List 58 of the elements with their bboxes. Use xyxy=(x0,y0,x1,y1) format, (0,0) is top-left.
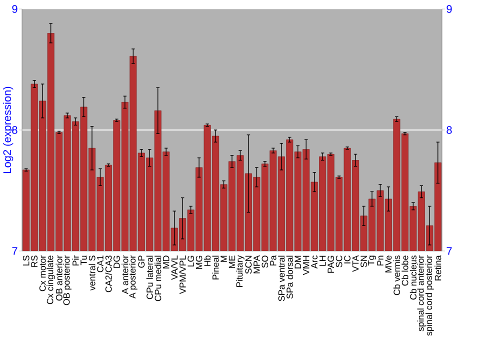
x-tick-label: Pir xyxy=(72,255,79,266)
y-tick-label: 7 xyxy=(12,247,18,255)
x-tick-label: Cb vermis xyxy=(393,256,400,296)
x-tick-label: Cb nucleus xyxy=(410,256,416,300)
x-tick-label: spinal cord posterior xyxy=(425,255,434,336)
x-tick-label: Pineal xyxy=(212,256,219,280)
x-tick-label: SPa ventral xyxy=(278,256,285,302)
x-tick-label: LG xyxy=(188,256,194,266)
x-tick-label: A anterior xyxy=(122,255,128,294)
x-tick-label: Tu xyxy=(80,256,87,266)
x-tick-label: Cx cingulate xyxy=(46,256,55,304)
x-tick-label: LS xyxy=(22,256,30,266)
x-tick-label: DM xyxy=(294,256,301,268)
y-tick-label: 8 xyxy=(12,126,18,134)
x-tick-label: OB anterior xyxy=(56,255,62,301)
x-tick-label: CPu lateral xyxy=(146,256,153,300)
x-tick-label: CA1 xyxy=(97,256,104,272)
x-tick-label: SCN xyxy=(245,256,252,274)
x-tick-label: Tg xyxy=(368,256,376,266)
x-tick-label: PAG xyxy=(328,256,334,273)
x-tick-label: GP xyxy=(138,256,145,268)
y2-tick-label: 8 xyxy=(446,126,452,134)
x-tick-label: MD xyxy=(163,256,170,268)
y-axis-title: Log2 (expression) xyxy=(2,86,14,173)
x-tick-label: Cb lobe xyxy=(402,256,408,286)
x-tick-label: OB posterior xyxy=(63,255,72,306)
x-tick-label: VMH xyxy=(303,256,310,276)
y2-tick-label: 7 xyxy=(446,247,452,255)
x-tick-label: ventral S xyxy=(88,256,96,291)
x-tick-label: SO xyxy=(262,256,268,268)
x-tick-label: M xyxy=(220,256,227,262)
x-tick-label: A posterior xyxy=(128,255,138,299)
x-tick-label: DG xyxy=(114,256,120,268)
x-tick-label: VA/VL xyxy=(171,255,178,280)
x-tick-label: CPu medial xyxy=(154,256,162,302)
y-tick-label: 9 xyxy=(12,5,18,13)
x-tick-label: Retina xyxy=(434,255,442,280)
x-tick-label: MVe xyxy=(385,256,392,272)
x-tick-label: ME xyxy=(228,256,236,268)
x-tick-label: VPM/VPL xyxy=(179,255,186,294)
x-tick-label: Arc xyxy=(311,255,318,269)
x-tick-label: spinal cord anterior xyxy=(417,255,426,332)
x-tick-label: MPA xyxy=(254,255,260,274)
x-tick-label: Pa xyxy=(270,255,276,266)
x-tick-label: SC xyxy=(336,256,342,268)
x-tick-label: MG xyxy=(196,256,202,269)
x-tick-label: SPa dorsal xyxy=(286,256,293,299)
x-tick-label: LH xyxy=(320,256,326,266)
x-tick-label: Hb xyxy=(204,256,211,266)
x-tick-label: SN xyxy=(360,256,367,268)
x-tick-label: IC xyxy=(344,256,350,264)
x-tick-label: Pn xyxy=(377,256,384,266)
x-tick-label: VTA xyxy=(352,255,359,272)
x-tick-label: Pituitary xyxy=(236,255,244,287)
x-tick-label: CA2/CA3 xyxy=(105,256,112,292)
y2-tick-label: 9 xyxy=(446,5,452,13)
x-tick-label: Cx motor xyxy=(39,255,46,292)
x-tick-label: RS xyxy=(31,256,38,267)
